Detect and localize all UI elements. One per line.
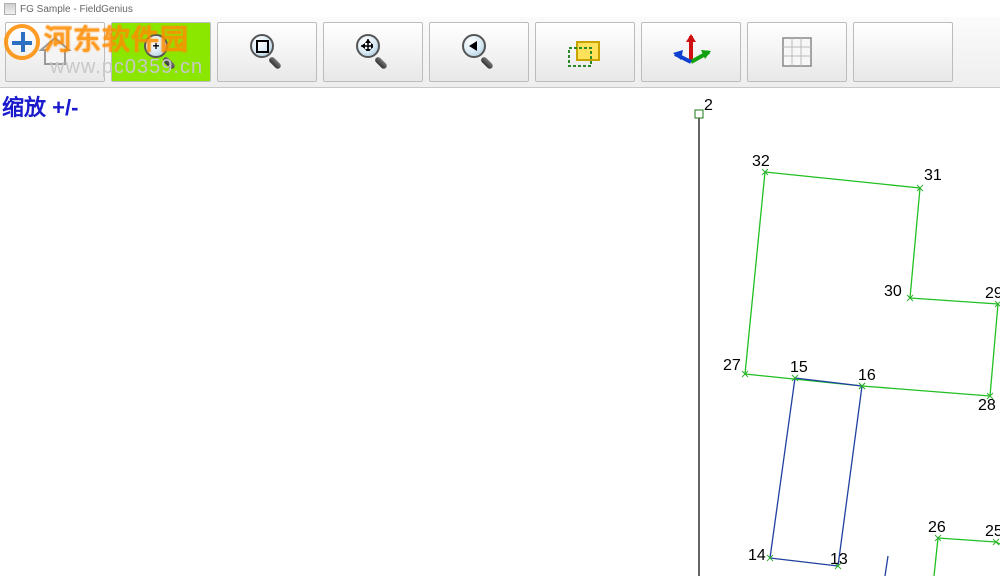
- point-label: 30: [884, 283, 902, 300]
- point-label: 31: [924, 167, 942, 184]
- point-label: 27: [723, 357, 741, 374]
- zoom-previous-button[interactable]: [429, 22, 529, 82]
- point-label: 2: [704, 97, 713, 114]
- point-label: 15: [790, 359, 808, 376]
- point-label: 32: [752, 153, 770, 170]
- pan-tool-button[interactable]: [641, 22, 741, 82]
- point-label: 25: [985, 523, 1000, 540]
- layers-button[interactable]: [535, 22, 635, 82]
- zoom-extents-button[interactable]: [323, 22, 423, 82]
- zoom-in-out-button[interactable]: +: [111, 22, 211, 82]
- grid-button[interactable]: [747, 22, 847, 82]
- point-label: 16: [858, 367, 876, 384]
- point-label: 26: [928, 519, 946, 536]
- map-canvas[interactable]: 缩放 +/- 2 32 31 30 29 28 16 27 15 13 14 26 25: [0, 88, 1000, 576]
- drawing-svg: 2 32 31 30 29 28 16 27 15 13 14 26 25: [0, 88, 1000, 576]
- window-title: FG Sample - FieldGenius: [20, 4, 133, 15]
- zoom-window-button[interactable]: [217, 22, 317, 82]
- point-label: 14: [748, 547, 766, 564]
- point-label: 28: [978, 397, 996, 414]
- mode-label: 缩放 +/-: [2, 90, 78, 122]
- home-button[interactable]: [5, 22, 105, 82]
- app-icon: [4, 3, 16, 15]
- more-button[interactable]: [853, 22, 953, 82]
- point-label: 29: [985, 285, 1000, 302]
- point-label: 13: [830, 551, 848, 568]
- toolbar: +: [0, 17, 1000, 88]
- window-titlebar: FG Sample - FieldGenius: [0, 0, 1000, 17]
